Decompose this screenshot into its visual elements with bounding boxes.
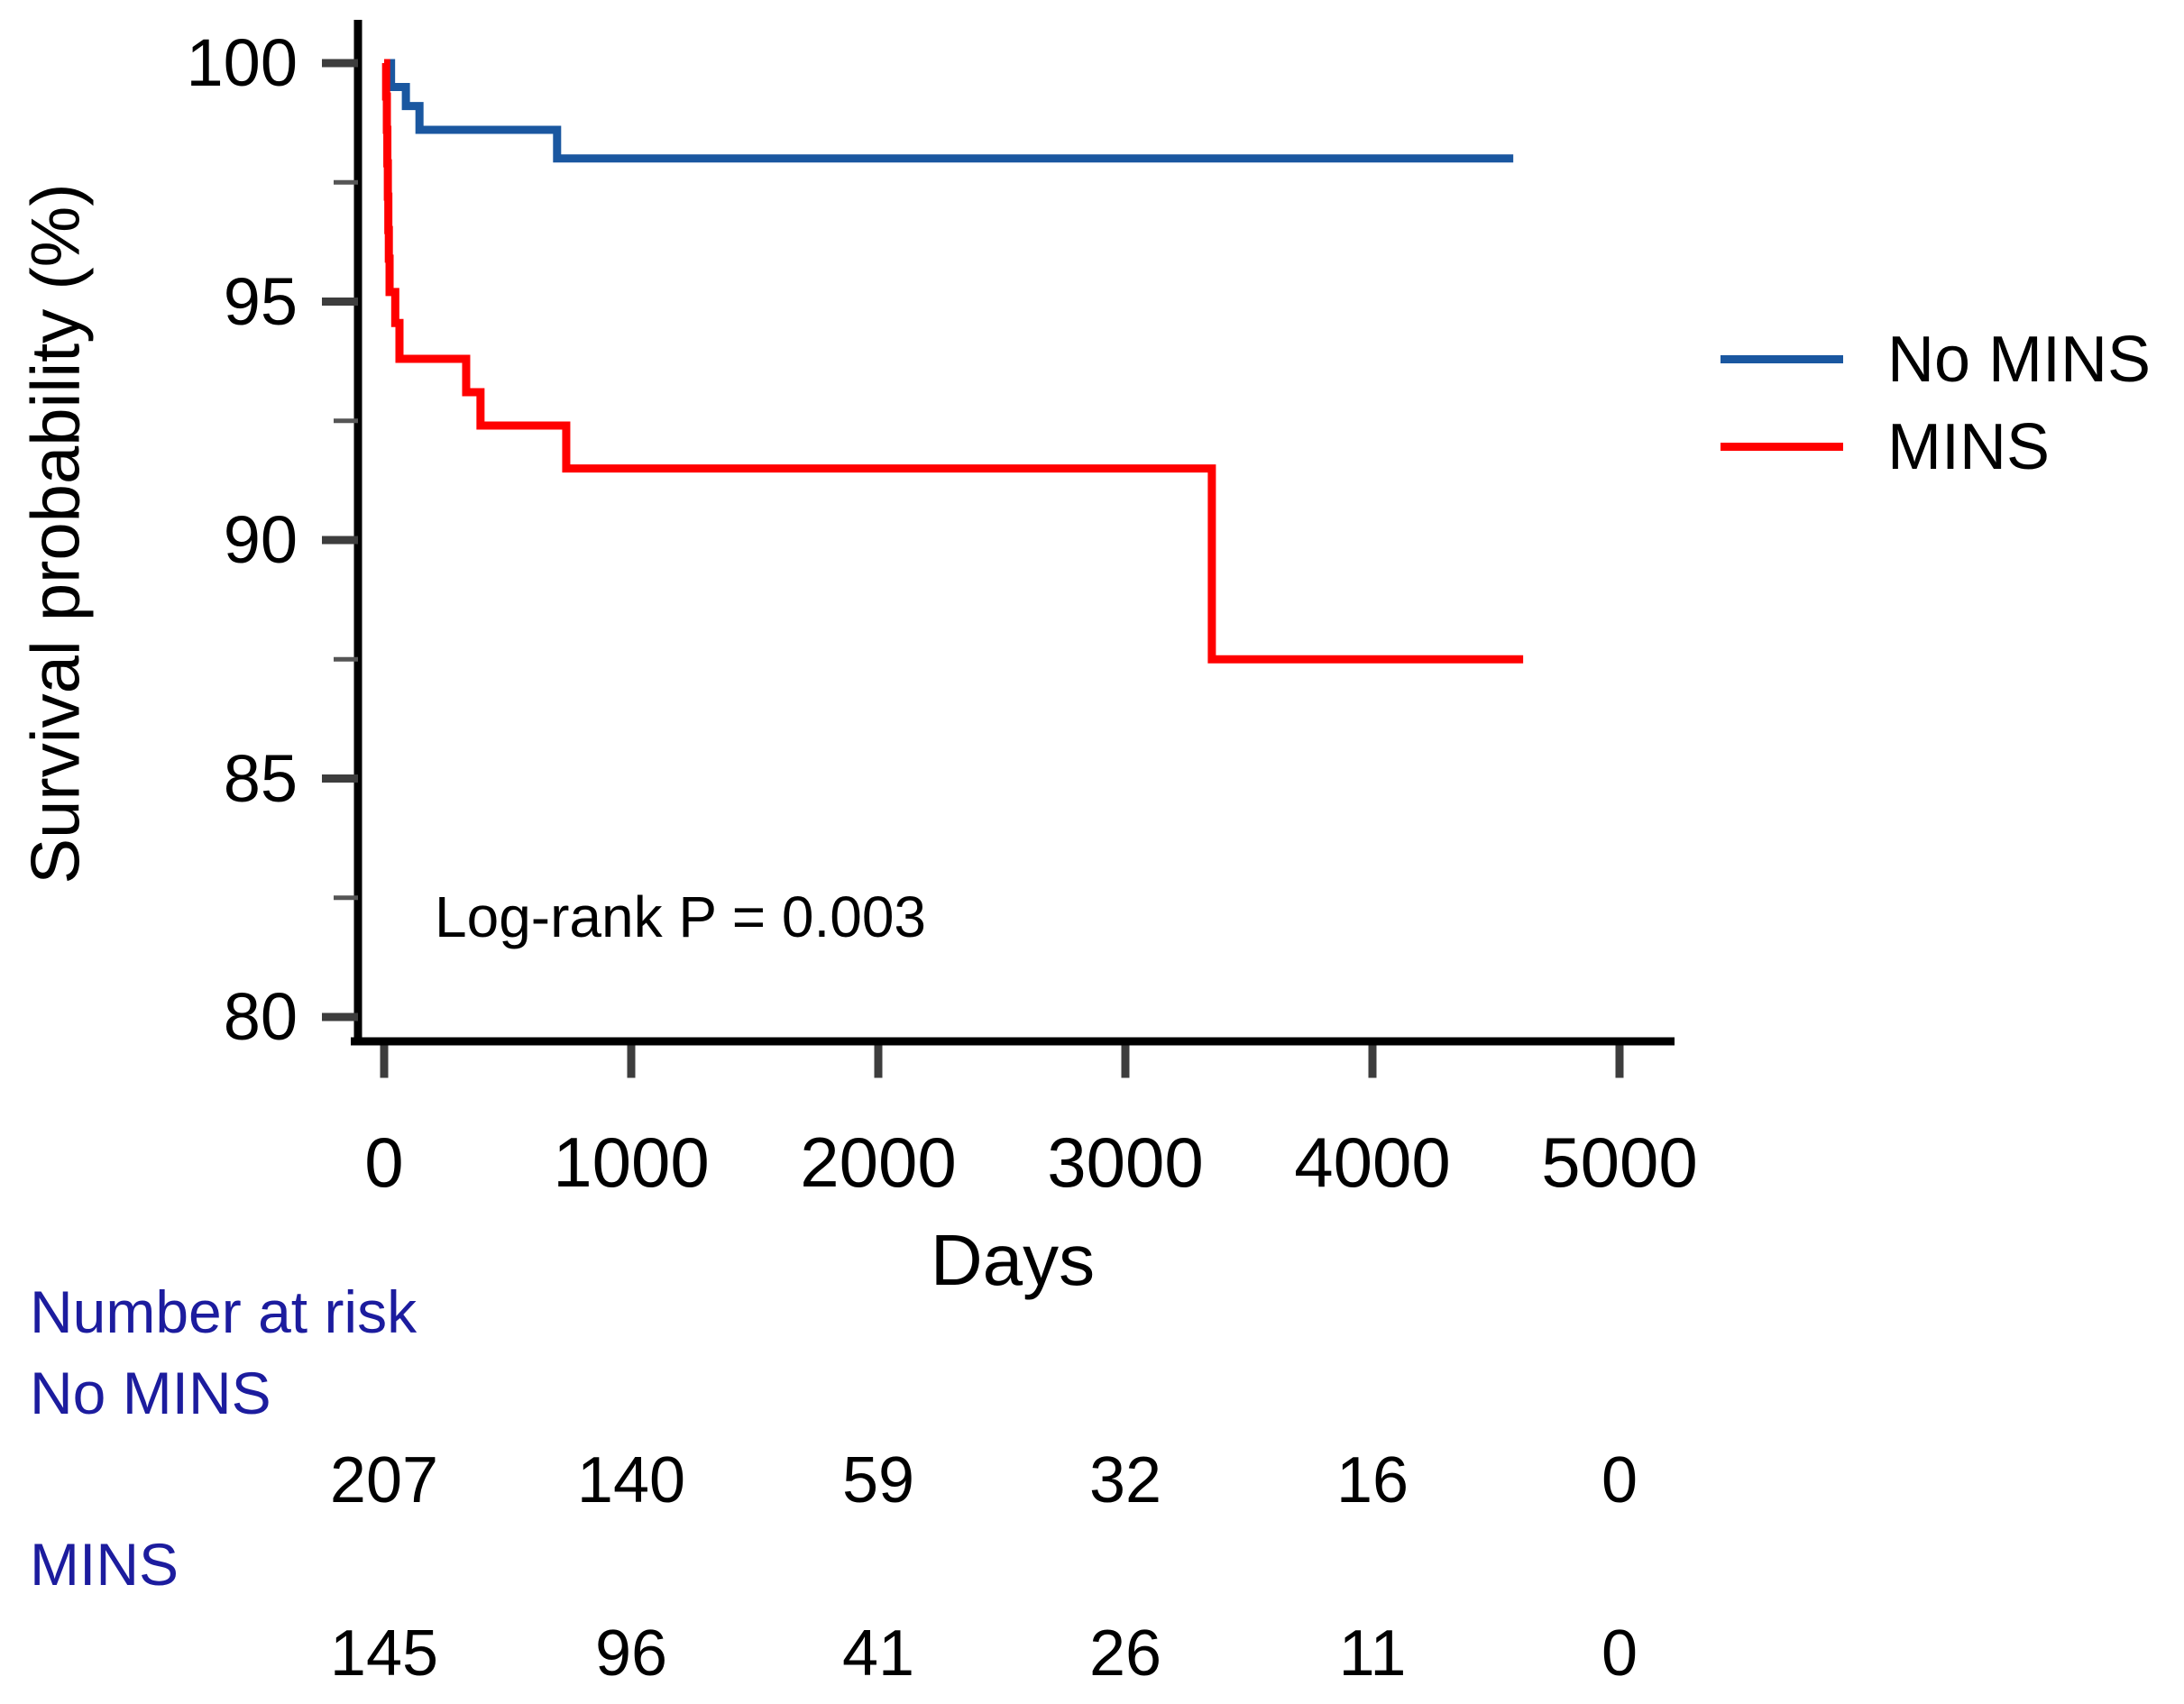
risk-count: 0: [1601, 1444, 1638, 1516]
risk-count: 26: [1088, 1617, 1162, 1690]
risk-count: 16: [1335, 1444, 1409, 1516]
x-tick-label: 4000: [1294, 1122, 1451, 1202]
x-tick-label: 5000: [1541, 1122, 1698, 1202]
legend-label: MINS: [1887, 410, 2050, 483]
risk-count: 59: [841, 1444, 915, 1516]
risk-row-label: No MINS: [30, 1360, 271, 1426]
x-tick-label: 3000: [1047, 1122, 1204, 1202]
legend-line-swatch: [1721, 355, 1843, 363]
y-tick-label: 80: [223, 979, 298, 1054]
legend-label: No MINS: [1887, 323, 2152, 396]
log-rank-annotation: Log-rank P = 0.003: [435, 884, 926, 949]
x-tick-label: 2000: [800, 1122, 957, 1202]
x-tick-label: 1000: [553, 1122, 710, 1202]
legend: No MINS MINS: [1721, 316, 2151, 490]
risk-count: 207: [329, 1444, 439, 1516]
x-tick-label: 0: [364, 1122, 404, 1202]
legend-entry: MINS: [1721, 403, 2151, 490]
risk-count: 41: [841, 1617, 915, 1690]
survival-curve-no-mins: [384, 59, 1514, 163]
axes: [351, 20, 1675, 1046]
risk-count: 140: [576, 1444, 686, 1516]
risk-count: 96: [594, 1617, 668, 1690]
y-tick-label: 95: [223, 263, 298, 339]
survival-curves: [381, 59, 1524, 664]
number-at-risk-title: Number at risk: [30, 1278, 418, 1345]
y-tick-label: 90: [223, 502, 298, 577]
x-axis-title: Days: [930, 1220, 1096, 1300]
legend-entry: No MINS: [1721, 316, 2151, 403]
survival-curve-mins: [381, 59, 1524, 664]
y-tick-label: 100: [186, 25, 298, 100]
risk-count: 11: [1338, 1617, 1407, 1690]
risk-row-label: MINS: [30, 1531, 179, 1598]
legend-line-swatch: [1721, 443, 1843, 451]
risk-count: 0: [1601, 1617, 1638, 1690]
axis-ticks: [322, 59, 1624, 1078]
risk-count: 32: [1088, 1444, 1162, 1516]
y-tick-label: 85: [223, 740, 298, 816]
risk-count: 145: [329, 1617, 439, 1690]
